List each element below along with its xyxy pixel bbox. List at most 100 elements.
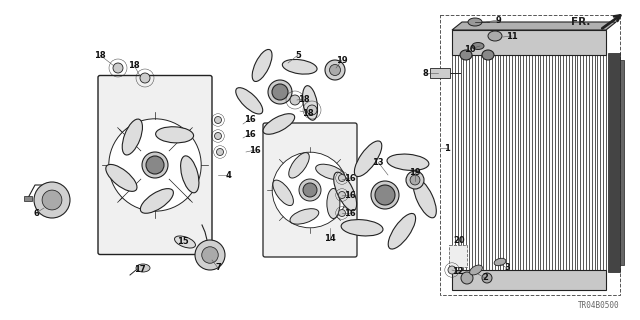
Circle shape [307,105,317,115]
Text: 6: 6 [33,209,39,218]
Ellipse shape [388,213,415,249]
Circle shape [216,148,223,156]
Ellipse shape [290,209,319,224]
Circle shape [272,152,348,228]
Circle shape [202,247,218,263]
Ellipse shape [180,156,199,193]
Text: 15: 15 [177,236,189,245]
Text: 7: 7 [215,263,221,273]
Text: 9: 9 [495,15,501,25]
Text: 16: 16 [344,209,356,218]
Text: TR04B0500: TR04B0500 [579,301,620,310]
Circle shape [299,179,321,201]
Ellipse shape [136,264,150,272]
Text: 18: 18 [298,94,310,103]
Circle shape [214,132,221,140]
Ellipse shape [488,31,502,41]
Ellipse shape [289,153,309,178]
Bar [449,245,467,267]
Text: 18: 18 [302,108,314,117]
Ellipse shape [156,127,193,143]
Bar [452,270,606,290]
Circle shape [482,273,492,283]
Circle shape [330,65,340,76]
Circle shape [113,63,123,73]
Ellipse shape [472,43,484,50]
Circle shape [214,116,221,124]
Circle shape [339,174,346,181]
Polygon shape [452,22,616,30]
Ellipse shape [387,154,429,171]
Ellipse shape [236,88,263,114]
Circle shape [325,60,345,80]
Text: 8: 8 [422,68,428,77]
Text: 19: 19 [409,167,421,177]
Circle shape [375,185,395,205]
Text: 11: 11 [506,31,518,41]
Circle shape [140,73,150,83]
Circle shape [339,210,346,217]
Ellipse shape [327,188,340,219]
Circle shape [290,95,300,105]
Ellipse shape [175,236,195,248]
Circle shape [406,171,424,189]
Bar [608,53,620,272]
Circle shape [146,156,164,174]
Circle shape [303,183,317,197]
Bar [440,15,620,295]
Text: 16: 16 [344,173,356,182]
Circle shape [448,266,456,274]
Bar [620,60,624,265]
Text: 19: 19 [336,55,348,65]
Ellipse shape [273,180,293,205]
Ellipse shape [468,18,482,26]
Circle shape [339,191,346,198]
FancyBboxPatch shape [98,76,212,254]
Ellipse shape [303,86,317,120]
Circle shape [109,119,201,211]
Ellipse shape [122,119,143,155]
Circle shape [142,152,168,178]
Ellipse shape [263,114,294,134]
Ellipse shape [341,220,383,236]
Ellipse shape [494,258,506,266]
Ellipse shape [355,141,382,177]
Ellipse shape [252,50,272,82]
Text: FR.: FR. [571,17,590,27]
Text: 18: 18 [94,51,106,60]
Circle shape [34,182,70,218]
Text: 16: 16 [244,115,256,124]
Bar [430,68,450,78]
Bar [452,30,606,55]
Text: 10: 10 [464,44,476,53]
Text: 1: 1 [444,143,450,153]
Text: 5: 5 [295,51,301,60]
Circle shape [195,240,225,270]
Ellipse shape [460,50,472,60]
Text: 12: 12 [452,268,464,276]
Text: 14: 14 [324,234,336,243]
Ellipse shape [140,188,173,213]
Ellipse shape [470,265,483,275]
Ellipse shape [333,172,356,211]
Ellipse shape [282,60,317,74]
Text: 16: 16 [244,130,256,139]
Ellipse shape [316,164,344,180]
Circle shape [42,190,62,210]
Circle shape [461,272,473,284]
Bar [24,196,32,201]
Circle shape [268,80,292,104]
Circle shape [410,175,420,185]
Text: 16: 16 [249,146,261,155]
Circle shape [371,181,399,209]
Text: 4: 4 [225,171,231,180]
Text: 18: 18 [128,60,140,69]
Ellipse shape [482,50,494,60]
Ellipse shape [413,179,436,218]
Ellipse shape [106,164,137,191]
Text: 3: 3 [504,263,510,273]
Text: 20: 20 [453,236,465,244]
Text: 17: 17 [134,266,146,275]
FancyBboxPatch shape [263,123,357,257]
Text: 16: 16 [344,190,356,199]
